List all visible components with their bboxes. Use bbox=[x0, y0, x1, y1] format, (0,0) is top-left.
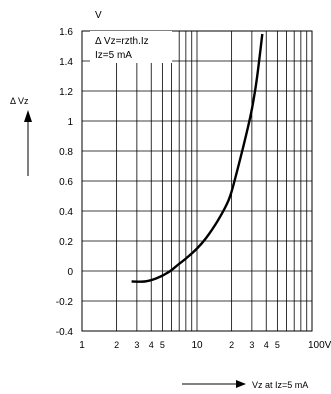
right-arrow-icon bbox=[182, 380, 246, 388]
x-tick-label: 5 bbox=[275, 340, 280, 350]
y-tick-label: 1.6 bbox=[59, 27, 73, 38]
x-tick-labels: 1 2 3 4 5 10 2 3 4 5 100V bbox=[79, 340, 331, 351]
y-tick-label: 0.4 bbox=[59, 207, 73, 218]
x-tick-label: 4 bbox=[149, 340, 154, 350]
annotation-box bbox=[90, 31, 172, 63]
x-tick-label: 4 bbox=[264, 340, 269, 350]
y-tick-label: -0.2 bbox=[56, 297, 74, 308]
x-tick-label: 2 bbox=[114, 340, 119, 350]
x-tick-label: 3 bbox=[134, 340, 139, 350]
up-arrow-icon bbox=[24, 110, 32, 176]
y-tick-labels: 1.6 1.4 1.2 1 0.8 0.6 0.4 0.2 0 -0.2 -0.4 bbox=[56, 27, 74, 338]
y-tick-label: 1.4 bbox=[59, 57, 73, 68]
y-tick-label: 0.2 bbox=[59, 237, 73, 248]
annotation-formula: Δ Vz=rzth.Iz bbox=[95, 36, 149, 47]
y-tick-label: 1 bbox=[67, 117, 73, 128]
x-tick-label: 2 bbox=[229, 340, 234, 350]
y-tick-label: -0.4 bbox=[56, 327, 74, 338]
y-tick-label: 1.2 bbox=[59, 87, 73, 98]
x-tick-label: 5 bbox=[160, 340, 165, 350]
x-tick-label: 3 bbox=[249, 340, 254, 350]
x-tick-label: 100V bbox=[308, 340, 331, 351]
x-axis-label: Vz at Iz=5 mA bbox=[252, 380, 308, 390]
y-tick-label: 0 bbox=[67, 267, 73, 278]
zener-voltage-curve bbox=[131, 33, 264, 283]
grid bbox=[82, 30, 312, 332]
annotation-current: Iz=5 mA bbox=[95, 50, 132, 61]
x-tick-label: 1 bbox=[79, 340, 85, 351]
y-tick-label: 0.6 bbox=[59, 177, 73, 188]
y-tick-label: 0.8 bbox=[59, 147, 73, 158]
unit-label: V bbox=[95, 10, 102, 21]
x-tick-label: 10 bbox=[191, 340, 203, 351]
plot-frame bbox=[81, 30, 313, 332]
y-axis-label: Δ Vz bbox=[10, 96, 29, 106]
